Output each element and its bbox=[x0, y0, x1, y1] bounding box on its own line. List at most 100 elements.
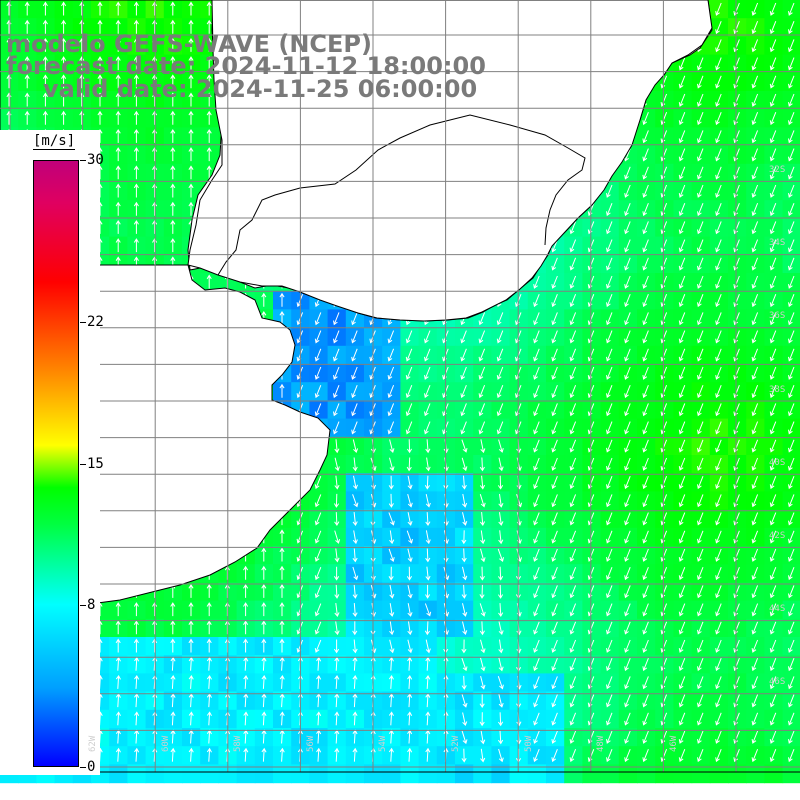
wind-arrow bbox=[497, 676, 504, 690]
wind-arrow bbox=[788, 275, 795, 289]
wind-arrow bbox=[405, 403, 413, 417]
wind-arrow bbox=[170, 638, 176, 653]
wind-arrow bbox=[606, 403, 613, 417]
wind-arrow bbox=[733, 712, 740, 726]
wind-cell bbox=[509, 327, 529, 347]
wind-arrow bbox=[188, 19, 194, 34]
wind-arrow bbox=[170, 238, 176, 253]
wind-arrow bbox=[424, 330, 431, 344]
wind-arrow bbox=[788, 676, 795, 690]
wind-cell bbox=[527, 600, 547, 620]
wind-arrow bbox=[769, 676, 777, 690]
wind-cell bbox=[309, 309, 329, 329]
wind-arrow bbox=[133, 238, 139, 253]
wind-arrow bbox=[569, 548, 577, 562]
wind-cell bbox=[382, 382, 401, 401]
wind-arrow bbox=[624, 184, 631, 198]
wind-cell bbox=[509, 418, 529, 438]
wind-cell bbox=[582, 728, 602, 747]
wind-arrow bbox=[788, 512, 795, 526]
wind-cell bbox=[746, 0, 765, 19]
wind-arrow bbox=[733, 694, 740, 708]
wind-cell bbox=[691, 236, 711, 256]
wind-arrow bbox=[115, 92, 121, 107]
wind-arrow bbox=[606, 439, 613, 453]
wind-arrow bbox=[788, 312, 795, 326]
wind-arrow bbox=[461, 439, 468, 453]
wind-arrow bbox=[533, 275, 540, 289]
wind-cell bbox=[436, 382, 456, 401]
wind-arrow bbox=[533, 548, 540, 562]
wind-arrow bbox=[678, 221, 686, 235]
wind-arrow bbox=[788, 457, 795, 471]
wind-cell bbox=[709, 746, 729, 765]
wind-arrow bbox=[733, 730, 740, 744]
wind-cell bbox=[673, 527, 693, 547]
wind-cell bbox=[764, 236, 784, 256]
wind-arrow bbox=[624, 658, 631, 672]
wind-cell bbox=[637, 436, 656, 456]
wind-cell bbox=[382, 345, 401, 365]
wind-arrow bbox=[606, 421, 613, 435]
wind-cell bbox=[728, 327, 747, 347]
wind-arrow bbox=[551, 749, 558, 763]
wind-arrow bbox=[678, 348, 686, 362]
wind-cell bbox=[746, 327, 765, 347]
wind-arrow bbox=[389, 603, 395, 617]
wind-arrow bbox=[261, 547, 267, 562]
wind-arrow bbox=[551, 330, 558, 344]
longitude-label: 60W bbox=[160, 735, 171, 752]
wind-arrow bbox=[460, 403, 467, 417]
wind-cell bbox=[655, 236, 674, 256]
wind-cell bbox=[618, 254, 638, 274]
wind-arrow bbox=[769, 694, 777, 708]
wind-cell bbox=[546, 728, 565, 747]
wind-arrow bbox=[498, 748, 504, 763]
wind-arrow bbox=[206, 638, 212, 653]
wind-arrow bbox=[97, 56, 103, 71]
wind-arrow bbox=[314, 385, 322, 399]
wind-cell bbox=[728, 364, 747, 383]
wind-cell bbox=[728, 309, 747, 329]
wind-arrow bbox=[133, 620, 139, 635]
wind-cell bbox=[546, 345, 565, 365]
wind-cell bbox=[728, 127, 747, 147]
wind-arrow bbox=[133, 92, 139, 107]
wind-arrow bbox=[425, 566, 431, 581]
wind-arrow bbox=[660, 166, 668, 180]
wind-arrow bbox=[551, 494, 558, 508]
wind-arrow bbox=[715, 385, 722, 399]
wind-cell bbox=[600, 764, 620, 784]
wind-arrow bbox=[407, 512, 413, 526]
wind-cell bbox=[618, 473, 638, 492]
wind-arrow bbox=[243, 747, 249, 762]
wind-arrow bbox=[642, 494, 649, 508]
wind-arrow bbox=[352, 548, 358, 563]
wind-arrow bbox=[715, 730, 722, 744]
wind-arrow bbox=[606, 257, 613, 271]
coastline-north bbox=[187, 0, 713, 322]
wind-arrow bbox=[79, 110, 85, 125]
wind-arrow bbox=[498, 530, 504, 545]
wind-arrow bbox=[279, 638, 285, 653]
wind-cell bbox=[309, 637, 329, 656]
wind-cell bbox=[691, 600, 711, 620]
wind-arrow bbox=[660, 512, 668, 526]
wind-arrow bbox=[678, 494, 686, 508]
wind-arrow bbox=[480, 639, 486, 654]
wind-cell bbox=[582, 455, 602, 474]
wind-arrow bbox=[788, 39, 795, 53]
wind-arrow bbox=[334, 457, 340, 472]
wind-cell bbox=[582, 564, 602, 583]
wind-cell bbox=[655, 327, 674, 347]
wind-arrow bbox=[478, 403, 486, 417]
wind-cell bbox=[728, 728, 747, 747]
wind-cell bbox=[764, 273, 784, 292]
wind-arrow bbox=[715, 57, 722, 71]
wind-arrow bbox=[624, 330, 631, 344]
wind-cell bbox=[436, 345, 456, 365]
wind-cell bbox=[637, 673, 656, 693]
wind-cell bbox=[764, 109, 784, 128]
wind-arrow bbox=[715, 239, 722, 253]
wind-arrow bbox=[697, 476, 704, 490]
